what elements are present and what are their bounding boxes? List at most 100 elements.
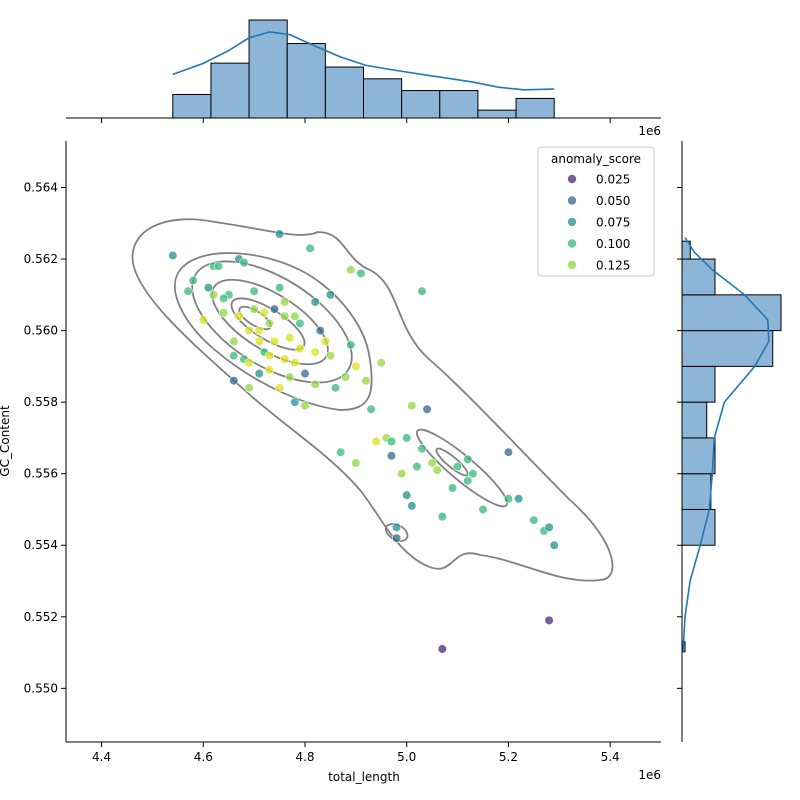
scatter-point — [274, 383, 285, 393]
top-hist-bar — [286, 43, 326, 119]
scatter-point — [310, 347, 320, 357]
legend-marker — [567, 260, 577, 270]
scatter-point — [361, 376, 371, 386]
legend-marker — [567, 174, 577, 184]
axes: 4.4 4.6 4.8 5.0 5.2 5.4 0.550 0.552 0.554 0.556 0.… — [24, 118, 682, 764]
scatter-point — [468, 469, 478, 479]
top-hist-bar — [210, 62, 250, 119]
scatter-point — [280, 354, 290, 364]
scatter-point — [244, 383, 254, 393]
top-hist-bar — [401, 90, 441, 119]
scatter-point — [417, 286, 427, 296]
scatter-point — [397, 469, 407, 479]
scatter-point — [366, 404, 376, 414]
scatter-point — [239, 258, 249, 268]
scatter-point — [432, 465, 442, 475]
scatter-point — [249, 304, 259, 314]
scatter-points — [168, 229, 559, 654]
scatter-point — [249, 286, 259, 296]
x-tick-label: 5.2 — [499, 750, 518, 764]
legend-label: 0.025 — [596, 173, 630, 187]
x-tick-label: 5.4 — [601, 750, 620, 764]
scatter-point — [219, 308, 229, 318]
scatter-point — [290, 311, 300, 321]
right-hist-bar — [681, 401, 708, 439]
scatter-point — [280, 311, 290, 321]
top-hist-bar — [172, 93, 212, 119]
scatter-point — [285, 333, 295, 343]
y-tick-label: 0.554 — [24, 538, 58, 552]
scatter-point — [320, 336, 330, 346]
right-hist-bar — [681, 365, 716, 403]
x-tick-label: 4.8 — [295, 750, 314, 764]
scatter-point — [376, 358, 386, 368]
legend-label: 0.125 — [596, 259, 630, 273]
top-hist-bar — [439, 90, 479, 119]
scatter-point — [351, 361, 361, 371]
scatter-point — [259, 308, 269, 318]
scatter-point — [351, 458, 361, 468]
x-tick-label: 4.6 — [194, 750, 213, 764]
scatter-point — [219, 293, 229, 304]
scatter-point — [264, 318, 275, 329]
scatter-point — [407, 501, 417, 511]
scatter-point — [300, 368, 310, 379]
scatter-point — [386, 436, 397, 447]
right-hist-bar — [681, 330, 774, 367]
scatter-point — [463, 476, 473, 486]
top-hist-bar — [324, 66, 365, 119]
scatter-point — [549, 540, 559, 550]
top-hist-bar — [363, 78, 403, 119]
scatter-point — [452, 461, 463, 472]
scatter-point — [514, 494, 524, 504]
right-kde-curve — [682, 237, 770, 653]
scatter-point — [254, 326, 264, 336]
contour-level-2 — [174, 252, 373, 411]
y-tick-label: 0.558 — [24, 395, 58, 409]
x-tick-label: 5.0 — [397, 750, 416, 764]
y-tick-label: 0.552 — [24, 610, 58, 624]
scatter-point — [447, 483, 458, 493]
top-marginal-histogram — [66, 19, 661, 119]
legend-marker — [567, 238, 577, 249]
scatter-point — [544, 522, 554, 532]
scatter-point — [213, 261, 224, 271]
scatter-point — [427, 458, 437, 468]
scatter-point — [402, 433, 412, 443]
scatter-point — [330, 383, 341, 393]
y-tick-label: 0.550 — [24, 681, 58, 695]
y-tick-label: 0.564 — [24, 181, 58, 195]
scatter-point — [325, 351, 336, 361]
scatter-point — [356, 268, 366, 278]
contour-outer — [131, 218, 614, 582]
scatter-point — [315, 326, 325, 336]
legend-label: 0.100 — [596, 237, 630, 251]
scatter-point — [269, 304, 280, 314]
top-kde-curve — [172, 31, 555, 91]
scatter-point — [234, 311, 244, 321]
scatter-point — [310, 297, 320, 307]
scatter-point — [346, 340, 356, 350]
right-hist-bar — [681, 294, 782, 332]
scatter-point — [244, 358, 254, 368]
legend: anomaly_score 0.025 0.050 0.075 0.100 0.125 — [537, 146, 655, 277]
scatter-point — [341, 372, 351, 382]
scatter-point — [295, 343, 305, 354]
scatter-point — [203, 283, 213, 293]
scatter-point — [422, 404, 432, 414]
scatter-point — [346, 265, 356, 275]
scatter-point — [529, 515, 539, 525]
scatter-point — [391, 533, 402, 543]
scatter-point — [290, 397, 300, 407]
y-axis-label: GC_Content — [0, 405, 12, 477]
scatter-point — [386, 451, 397, 461]
scatter-point — [407, 401, 417, 411]
scatter-point — [244, 326, 254, 336]
contour-level-3b — [435, 447, 469, 477]
scatter-point — [412, 461, 422, 472]
scatter-point — [280, 297, 290, 307]
y-tick-label: 0.556 — [24, 467, 58, 481]
scatter-point — [168, 250, 178, 261]
y-tick-label: 0.562 — [24, 252, 58, 266]
